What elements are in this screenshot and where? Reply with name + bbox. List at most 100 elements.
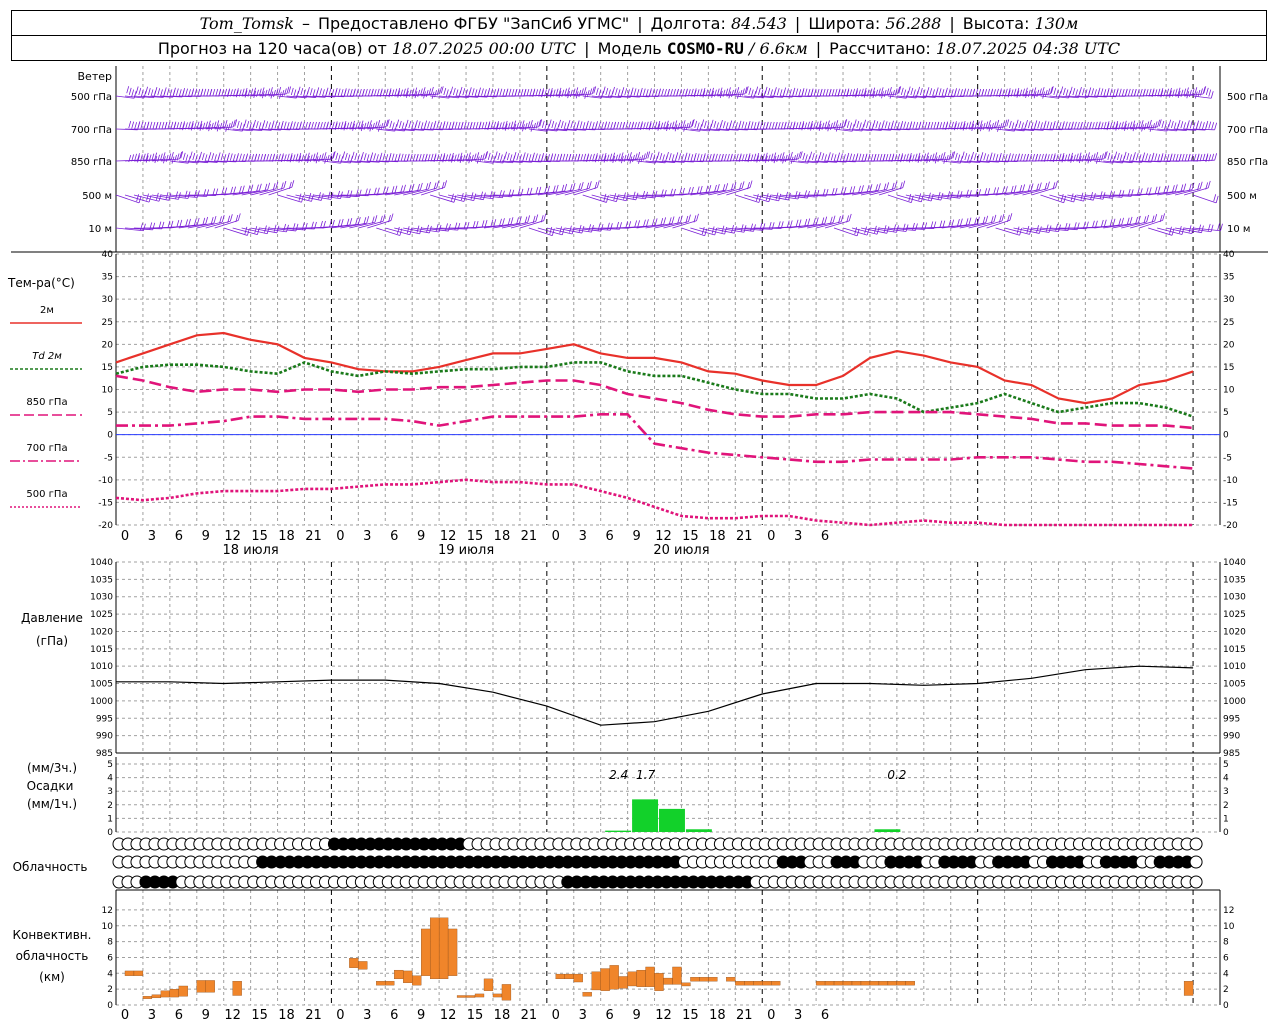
- wind-barb-feather: [1007, 88, 1011, 96]
- wind-barb-feather: [666, 151, 669, 160]
- wind-barb-feather: [275, 154, 278, 162]
- convective-cloud-bar: [1183, 981, 1194, 996]
- wind-barb-feather: [854, 227, 858, 235]
- wind-barb-feather: [929, 88, 933, 96]
- wind-barb-feather: [263, 154, 267, 162]
- wind-barb-feather: [472, 122, 476, 130]
- wind-barb-feather: [403, 153, 407, 162]
- wind-barb-feather: [484, 151, 488, 160]
- wind-barb: [1049, 194, 1074, 203]
- wind-barb-feather: [1029, 227, 1032, 235]
- wind-barb: [1022, 227, 1050, 233]
- wind-barb-feather: [227, 215, 231, 223]
- wind-barb: [1013, 189, 1040, 196]
- wind-barb-feather: [322, 89, 325, 97]
- y-tick-label-right: 0: [1223, 828, 1229, 838]
- wind-barb-feather: [236, 120, 240, 129]
- wind-barb-feather: [200, 88, 204, 96]
- wind-barb-feather: [209, 89, 213, 97]
- x-tick-label: 6: [606, 1008, 614, 1023]
- wind-barb-feather: [677, 122, 681, 131]
- wind-barb-feather: [444, 180, 447, 188]
- wind-barb-feather: [179, 151, 183, 160]
- wind-barb-feather: [1087, 156, 1091, 164]
- wind-barb: [250, 128, 272, 131]
- wind-barb-feather: [843, 88, 847, 96]
- wind-barb-feather: [637, 220, 641, 228]
- wind-barb-feather: [705, 153, 709, 161]
- wind-barb-feather: [1033, 91, 1037, 99]
- wind-barb-feather: [1011, 122, 1015, 130]
- wind-barb-feather: [1129, 216, 1133, 224]
- wind-barb: [403, 188, 429, 196]
- wind-barb: [896, 95, 917, 99]
- wind-barb-feather: [533, 122, 536, 131]
- wind-barb-feather: [701, 227, 705, 235]
- wind-barb-feather: [459, 155, 463, 164]
- wind-barb: [1031, 187, 1056, 196]
- wind-barb-feather: [541, 120, 545, 129]
- wind-barb-feather: [1141, 124, 1144, 132]
- wind-barb-feather: [888, 153, 892, 162]
- wind-barb-feather: [544, 153, 548, 161]
- wind-barb-feather: [265, 121, 269, 129]
- wind-barb-feather: [328, 122, 332, 130]
- day-label: 18 июля: [223, 543, 279, 558]
- x-tick-label: 9: [632, 1008, 640, 1023]
- wind-barb-feather: [308, 192, 312, 201]
- wind-barb-feather: [243, 119, 247, 127]
- wind-barb-feather: [425, 183, 429, 191]
- x-tick-label: 3: [148, 1008, 156, 1023]
- y-tick-label-left: 10: [102, 386, 114, 396]
- wind-barb-feather: [257, 153, 261, 162]
- wind-barb-feather: [1061, 121, 1065, 129]
- wind-barb-feather: [357, 121, 361, 129]
- wind-barb-feather: [706, 122, 710, 130]
- wind-barb-feather: [466, 121, 470, 130]
- wind-barb-feather: [765, 193, 769, 201]
- x-tick-label: 21: [521, 529, 538, 544]
- wind-barb-feather: [179, 121, 183, 129]
- wind-barb: [582, 227, 611, 231]
- wind-barb-feather: [1107, 152, 1111, 161]
- wind-barb-feather: [431, 86, 434, 95]
- wind-barb: [1148, 191, 1176, 196]
- wind-barb-feather: [179, 219, 183, 227]
- wind-barb-feather: [494, 151, 498, 159]
- wind-barb: [663, 221, 689, 229]
- wind-barb-feather: [909, 121, 913, 129]
- wind-barb-feather: [219, 122, 223, 131]
- wind-barb: [717, 128, 739, 131]
- y-tick-label-right: 1030: [1223, 593, 1246, 603]
- wind-barb: [851, 128, 872, 132]
- wind-barb-feather: [896, 122, 900, 130]
- wind-barb: [753, 159, 774, 162]
- y-tick-label-left: 1020: [90, 627, 113, 637]
- wind-barb-feather: [1202, 153, 1206, 161]
- convective-cloud-bar: [851, 981, 862, 986]
- wind-barb: [124, 194, 150, 203]
- wind-barb: [1058, 194, 1084, 202]
- wind-barb-feather: [777, 221, 781, 229]
- wind-barb-feather: [188, 218, 191, 227]
- wind-barb-feather: [1060, 194, 1064, 202]
- wind-barb-feather: [500, 154, 503, 162]
- wind-barb-feather: [710, 119, 714, 127]
- wind-barb: [582, 194, 607, 203]
- wind-barb-feather: [236, 88, 239, 96]
- wind-barb-feather: [626, 153, 630, 161]
- wind-barb-feather: [1146, 121, 1150, 129]
- convective-cloud-bar: [196, 980, 206, 993]
- wind-barb-feather: [1021, 122, 1024, 130]
- y-tick-label-right: 8: [1223, 938, 1229, 948]
- wind-barb-feather: [487, 152, 491, 160]
- wind-barb: [932, 95, 955, 98]
- wind-barb-feather: [1006, 119, 1010, 127]
- wind-barb-feather: [1074, 121, 1077, 130]
- x-tick-label: 18: [278, 529, 295, 544]
- convective-cloud-bar: [699, 977, 709, 982]
- wind-barb-feather: [396, 226, 400, 235]
- wind-barb-feather: [662, 154, 665, 162]
- convective-cloud-bar: [124, 970, 135, 976]
- x-tick-label: 18: [709, 1008, 726, 1023]
